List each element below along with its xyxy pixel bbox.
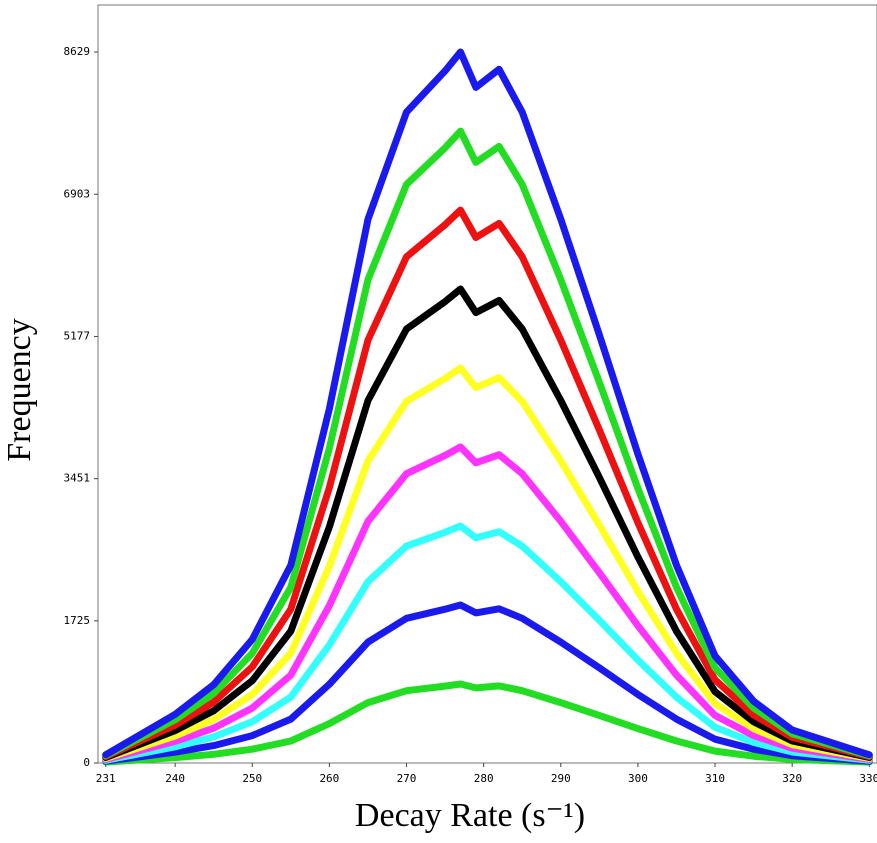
x-tick-label: 280 bbox=[474, 772, 494, 785]
x-tick-label: 250 bbox=[242, 772, 262, 785]
y-tick-label: 8629 bbox=[64, 45, 91, 58]
x-tick-label: 290 bbox=[551, 772, 571, 785]
y-axis-label: Frequency bbox=[1, 318, 38, 462]
y-tick-label: 1725 bbox=[64, 614, 91, 627]
x-tick-label: 330 bbox=[859, 772, 877, 785]
y-tick-label: 3451 bbox=[64, 472, 91, 485]
x-axis-label: Decay Rate (s⁻¹) bbox=[355, 797, 585, 834]
series-line bbox=[102, 285, 873, 761]
series-line bbox=[102, 364, 873, 762]
series-line bbox=[102, 48, 873, 759]
series-line bbox=[102, 443, 873, 763]
x-tick-label: 231 bbox=[96, 772, 116, 785]
series-line bbox=[102, 601, 873, 765]
x-tick-label: 310 bbox=[705, 772, 725, 785]
series-line bbox=[102, 522, 873, 764]
x-tick-label: 260 bbox=[319, 772, 339, 785]
y-tick-label: 5177 bbox=[64, 329, 91, 342]
series-line bbox=[102, 127, 873, 760]
x-tick-label: 320 bbox=[782, 772, 802, 785]
x-tick-label: 270 bbox=[397, 772, 417, 785]
series-line bbox=[102, 680, 873, 766]
y-tick-label: 6903 bbox=[64, 187, 91, 200]
y-tick-label: 0 bbox=[83, 756, 90, 769]
x-tick-label: 300 bbox=[628, 772, 648, 785]
x-tick-label: 240 bbox=[165, 772, 185, 785]
series-line bbox=[102, 206, 873, 761]
